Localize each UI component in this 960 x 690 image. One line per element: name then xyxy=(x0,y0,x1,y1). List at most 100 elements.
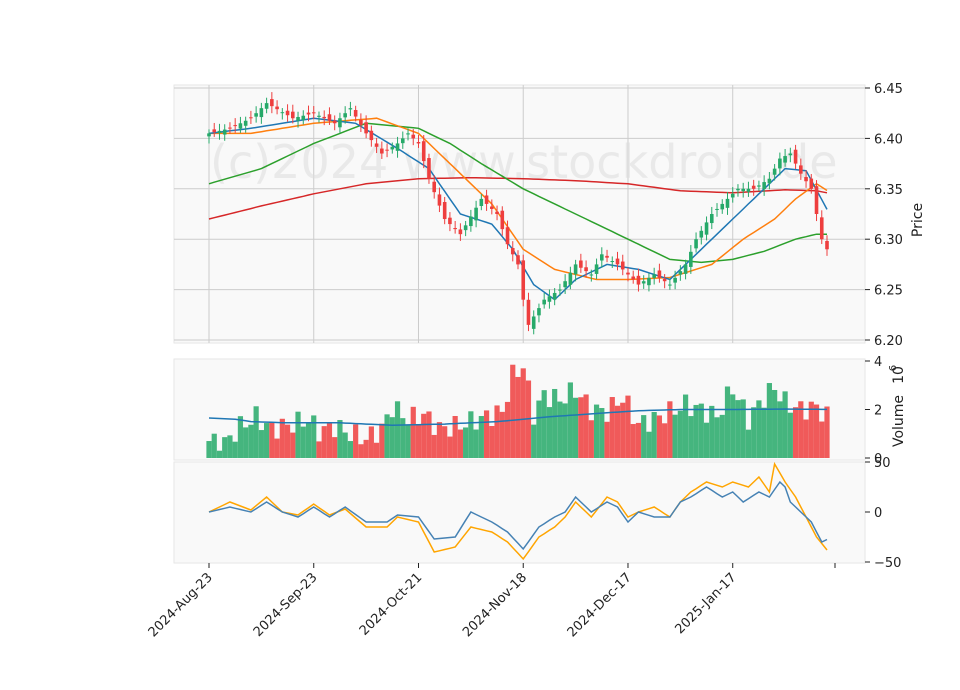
candle-body-40 xyxy=(416,142,421,144)
candle-body-34 xyxy=(385,149,389,151)
candle-body-90 xyxy=(678,271,683,275)
candle-body-96 xyxy=(709,214,714,224)
volume-bar-103 xyxy=(745,429,752,458)
volume-bar-81 xyxy=(630,424,636,458)
volume-bar-83 xyxy=(641,415,647,458)
volume-bar-7 xyxy=(243,427,249,458)
volume-bar-108 xyxy=(772,389,778,458)
volume-bar-115 xyxy=(808,401,814,458)
price-tick-label-0: 6.20 xyxy=(874,334,903,349)
volume-bar-62 xyxy=(531,424,537,458)
candle-body-99 xyxy=(725,198,730,208)
ma-slow-line xyxy=(208,122,827,264)
volume-bar-60 xyxy=(520,368,526,458)
price-tick-label-2: 6.30 xyxy=(874,233,903,248)
volume-bar-117 xyxy=(819,421,825,458)
volume-bar-10 xyxy=(258,430,264,458)
candle-body-35 xyxy=(390,146,395,150)
candle-body-67 xyxy=(558,289,562,291)
oscillator-line-1 xyxy=(208,480,828,551)
volume-bar-38 xyxy=(405,425,411,458)
volume-bar-34 xyxy=(384,414,390,458)
volume-tick-label-0: 0 xyxy=(874,452,882,467)
candle-body-38 xyxy=(406,133,410,135)
candle-body-106 xyxy=(762,182,766,190)
volume-bar-94 xyxy=(698,403,704,458)
candle-body-73 xyxy=(589,274,594,276)
candle-body-80 xyxy=(626,272,630,275)
volume-bar-98 xyxy=(719,414,725,458)
volume-bar-92 xyxy=(688,416,694,458)
candle-body-28 xyxy=(353,110,358,117)
volume-label-text: Volume xyxy=(891,395,907,447)
candle-body-7 xyxy=(243,120,248,126)
volume-bar-23 xyxy=(326,422,333,458)
volume-bar-9 xyxy=(253,406,259,458)
x-tick-label-2: 2024-Oct-21 xyxy=(357,570,425,638)
volume-bars xyxy=(206,364,830,458)
candle-body-18 xyxy=(301,115,306,120)
volume-bar-72 xyxy=(583,394,589,458)
volume-bar-67 xyxy=(557,401,563,458)
ma-mid-line xyxy=(209,117,828,281)
volume-bar-99 xyxy=(724,386,731,458)
volume-bar-55 xyxy=(494,405,500,458)
volume-bar-73 xyxy=(588,420,594,458)
volume-bar-40 xyxy=(415,424,422,458)
candle-body-3 xyxy=(222,129,227,135)
candle-body-68 xyxy=(563,281,567,288)
candle-body-46 xyxy=(448,217,452,225)
candle-body-16 xyxy=(290,111,295,119)
volume-bar-52 xyxy=(478,416,484,458)
volume-bar-118 xyxy=(824,406,830,458)
price-tick-label-1: 6.25 xyxy=(874,284,903,299)
volume-bar-20 xyxy=(311,415,317,458)
volume-bar-78 xyxy=(614,405,621,458)
candle-body-51 xyxy=(474,207,478,221)
volume-bar-16 xyxy=(290,432,296,458)
candle-body-92 xyxy=(689,251,693,267)
candle-body-1 xyxy=(212,129,217,133)
candle-body-13 xyxy=(275,106,279,110)
candle-body-47 xyxy=(453,228,457,230)
candle-body-82 xyxy=(636,275,641,285)
candle-body-87 xyxy=(662,278,667,282)
candle-body-10 xyxy=(259,108,264,118)
price-tick-label-3: 6.35 xyxy=(874,183,903,198)
price-panel xyxy=(173,84,866,344)
candle-body-84 xyxy=(647,277,651,286)
volume-bar-56 xyxy=(499,411,505,458)
candle-body-70 xyxy=(573,264,578,275)
volume-bar-84 xyxy=(646,431,652,458)
candle-body-42 xyxy=(427,158,431,179)
candle-body-48 xyxy=(458,229,463,235)
volume-bar-22 xyxy=(321,426,327,458)
price-tick-label-4: 6.40 xyxy=(874,132,903,147)
candle-body-56 xyxy=(500,210,505,230)
volume-bar-18 xyxy=(300,426,306,458)
volume-bar-42 xyxy=(426,411,432,458)
volume-bar-111 xyxy=(787,412,793,458)
volume-bar-47 xyxy=(452,416,458,458)
candle-body-111 xyxy=(788,153,793,156)
volume-bar-90 xyxy=(677,410,683,458)
x-tick-label-5: 2025-Jan-17 xyxy=(673,570,740,637)
candle-body-109 xyxy=(778,158,782,169)
volume-bar-25 xyxy=(337,420,343,458)
volume-ma-line xyxy=(208,408,827,427)
candle-body-93 xyxy=(694,239,698,249)
volume-bar-1 xyxy=(211,433,217,458)
volume-bar-2 xyxy=(216,450,223,458)
candle-body-114 xyxy=(804,177,808,182)
volume-bar-28 xyxy=(353,424,359,458)
volume-bar-8 xyxy=(248,424,254,458)
candle-body-61 xyxy=(526,299,531,325)
candle-body-33 xyxy=(380,148,384,154)
volume-bar-36 xyxy=(394,401,401,458)
candle-body-29 xyxy=(359,119,363,125)
volume-bar-3 xyxy=(222,437,228,458)
volume-bar-59 xyxy=(515,376,521,458)
x-tick-label-1: 2024-Sep-23 xyxy=(251,570,321,640)
volume-bar-5 xyxy=(232,441,238,458)
